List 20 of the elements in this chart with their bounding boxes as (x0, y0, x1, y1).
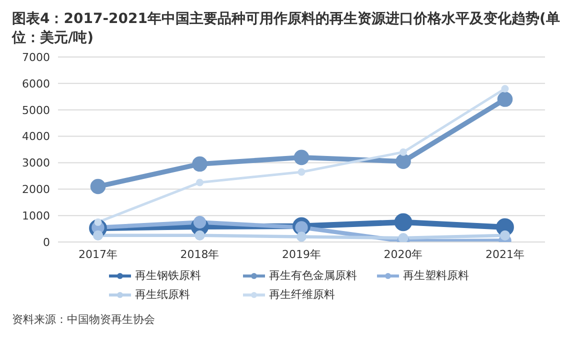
y-tick-label: 1000 (22, 209, 50, 222)
legend-label: 再生塑料原料 (402, 268, 470, 283)
y-tick-label: 0 (43, 236, 50, 249)
y-tick-label: 2000 (22, 183, 50, 196)
text: 资料来源：中国物资再生协会 (11, 312, 156, 327)
y-tick-label: 7000 (22, 50, 50, 64)
legend-label: 再生钢铁原料 (134, 268, 202, 283)
chart-title: 图表4：2017-2021年中国主要品种可用作原料的再生资源进口价格水平及变化趋势(单位：美元/吨) (10, 10, 561, 48)
x-tick-label: 2021年 (486, 248, 524, 261)
y-tick-label: 4000 (22, 130, 50, 144)
x-tick-label: 2017年 (78, 248, 118, 261)
x-tick-label: 2018年 (180, 248, 220, 261)
y-tick-label: 6000 (22, 77, 50, 90)
x-tick-label: 2019年 (282, 248, 321, 261)
y-tick-label: 3000 (22, 156, 50, 170)
legend-label: 再生纤维原料 (268, 287, 336, 302)
y-tick-label: 5000 (22, 104, 50, 117)
x-tick-label: 2020年 (384, 248, 423, 261)
legend-label: 再生有色金属原料 (268, 268, 358, 283)
legend-label: 再生纸原料 (134, 287, 191, 302)
